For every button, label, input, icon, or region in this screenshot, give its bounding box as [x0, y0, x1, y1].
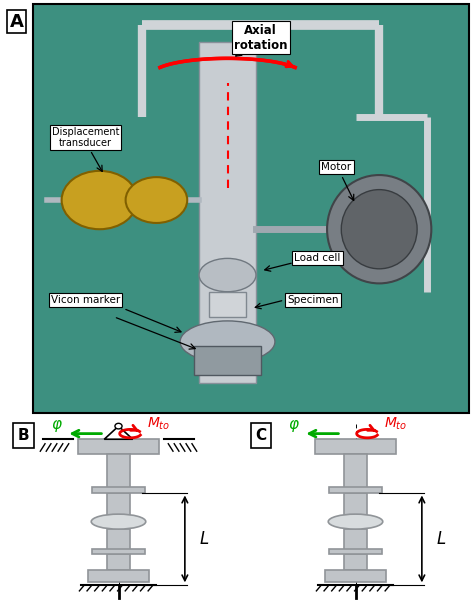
Text: L: L — [436, 530, 446, 548]
FancyBboxPatch shape — [107, 493, 130, 518]
FancyBboxPatch shape — [344, 493, 367, 518]
FancyBboxPatch shape — [92, 487, 145, 493]
Ellipse shape — [341, 190, 417, 269]
Text: Motor: Motor — [321, 162, 352, 172]
Text: B: B — [18, 428, 29, 443]
FancyBboxPatch shape — [92, 549, 145, 554]
FancyBboxPatch shape — [344, 529, 367, 551]
Text: Axial
rotation: Axial rotation — [234, 24, 287, 51]
Text: Vicon marker: Vicon marker — [51, 295, 120, 305]
Text: $M_{to}$: $M_{to}$ — [384, 416, 407, 432]
Text: $M_{to}$: $M_{to}$ — [147, 416, 170, 432]
Text: φ: φ — [52, 417, 62, 432]
Ellipse shape — [180, 321, 275, 362]
Ellipse shape — [327, 175, 431, 283]
Circle shape — [115, 423, 122, 429]
FancyBboxPatch shape — [325, 570, 386, 582]
FancyBboxPatch shape — [209, 292, 246, 316]
Text: Load cell: Load cell — [294, 254, 341, 263]
Text: φ: φ — [289, 417, 299, 432]
Text: Displacement
transducer: Displacement transducer — [52, 127, 119, 149]
FancyBboxPatch shape — [78, 439, 159, 454]
FancyBboxPatch shape — [194, 346, 261, 375]
FancyBboxPatch shape — [344, 554, 367, 570]
Ellipse shape — [91, 514, 146, 529]
Polygon shape — [104, 426, 133, 439]
FancyBboxPatch shape — [315, 439, 396, 454]
Ellipse shape — [199, 259, 256, 292]
FancyBboxPatch shape — [33, 4, 469, 413]
Text: A: A — [9, 13, 23, 31]
Ellipse shape — [62, 171, 137, 229]
FancyBboxPatch shape — [107, 554, 130, 570]
FancyBboxPatch shape — [329, 549, 382, 554]
Text: L: L — [199, 530, 209, 548]
FancyBboxPatch shape — [107, 529, 130, 551]
FancyBboxPatch shape — [107, 454, 130, 492]
FancyBboxPatch shape — [329, 487, 382, 493]
Text: C: C — [255, 428, 266, 443]
Ellipse shape — [328, 514, 383, 529]
FancyBboxPatch shape — [344, 454, 367, 492]
FancyBboxPatch shape — [199, 42, 256, 384]
FancyBboxPatch shape — [88, 570, 149, 582]
Ellipse shape — [126, 177, 187, 223]
Text: Specimen: Specimen — [287, 295, 338, 305]
